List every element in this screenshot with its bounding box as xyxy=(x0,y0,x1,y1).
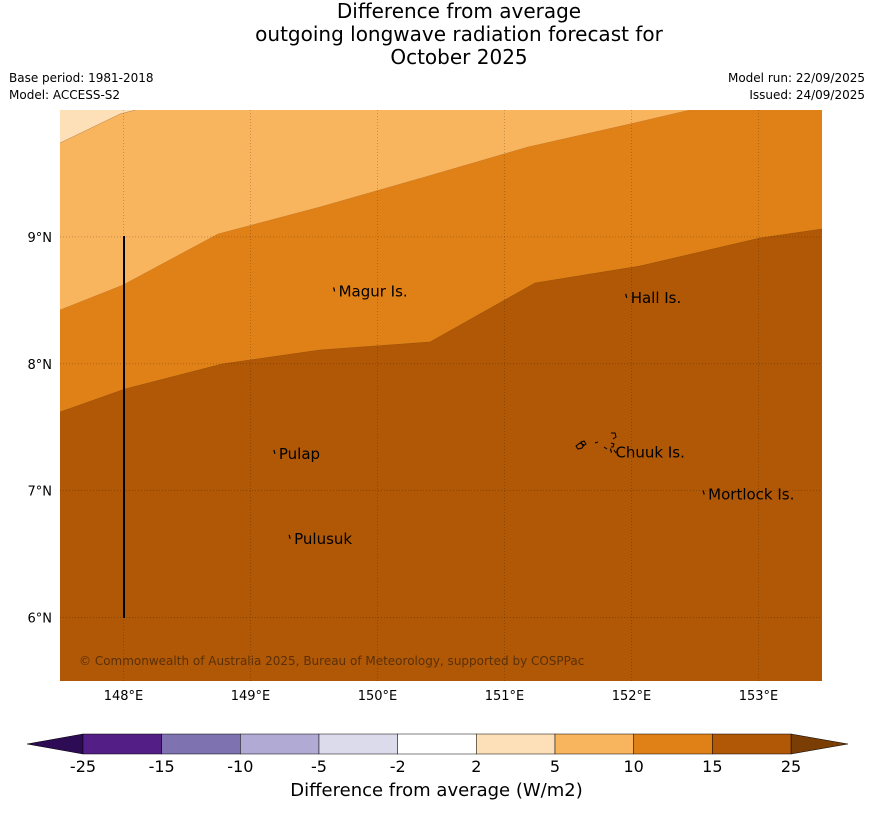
colorbar-label: Difference from average (W/m2) xyxy=(290,780,583,801)
meta-right: Model run: 22/09/2025 Issued: 24/09/2025 xyxy=(728,70,865,104)
x-tick-label: 148°E xyxy=(104,689,144,704)
chart-title: Difference from average outgoing longwav… xyxy=(0,0,873,69)
y-tick-label: 9°N xyxy=(28,231,53,246)
contour-edge-2 xyxy=(60,110,691,311)
colorbar-tick-label: 2 xyxy=(471,757,481,776)
place-marker xyxy=(273,449,276,455)
title-line-3: October 2025 xyxy=(390,45,528,69)
place-marker xyxy=(625,293,628,298)
contour-edge-3 xyxy=(60,228,822,413)
colorbar-tick-label: 10 xyxy=(623,757,643,776)
place-label: Hall Is. xyxy=(631,289,682,307)
colorbar-segment xyxy=(712,733,792,755)
colorbar: -25 -15 -10 -5 -2 2 5 10 15 25 xyxy=(26,733,849,776)
y-tick-label: 8°N xyxy=(28,358,53,373)
place-label: Magur Is. xyxy=(339,282,408,300)
place-marker xyxy=(288,534,291,540)
colorbar-tick-label: -5 xyxy=(311,757,327,776)
issued-label: Issued: 24/09/2025 xyxy=(749,88,865,102)
colorbar-extend-high xyxy=(790,733,849,755)
x-tick-label: 152°E xyxy=(612,689,652,704)
base-period-label: Base period: 1981-2018 xyxy=(9,71,154,85)
x-tick-label: 150°E xyxy=(358,689,398,704)
model-label: Model: ACCESS-S2 xyxy=(9,88,121,102)
contour-edge-1 xyxy=(60,110,136,144)
place-marker xyxy=(702,490,705,495)
place-label: Mortlock Is. xyxy=(708,485,794,503)
colorbar-tick-label: -2 xyxy=(390,757,406,776)
band-15-25 xyxy=(60,229,822,681)
colorbar-tick-label: -15 xyxy=(149,757,175,776)
colorbar-segment xyxy=(633,733,713,755)
y-axis: 9°N 8°N 7°N 6°N xyxy=(28,231,53,627)
x-tick-label: 149°E xyxy=(231,689,271,704)
x-axis: 148°E 149°E 150°E 151°E 152°E 153°E xyxy=(104,689,779,704)
place-marker xyxy=(333,287,336,292)
colorbar-tick-label: -10 xyxy=(227,757,253,776)
place-label: Pulusuk xyxy=(294,530,352,548)
colorbar-segment xyxy=(476,733,556,755)
colorbar-extend-low xyxy=(26,733,84,755)
place-label: Chuuk Is. xyxy=(615,444,684,462)
colorbar-segment xyxy=(397,733,477,755)
colorbar-segment xyxy=(161,733,241,755)
colorbar-tick-label: 15 xyxy=(702,757,722,776)
title-line-2: outgoing longwave radiation forecast for xyxy=(255,22,663,46)
band-2-5 xyxy=(60,110,135,143)
colorbar-tick-label: -25 xyxy=(70,757,96,776)
colorbar-segment xyxy=(554,733,634,755)
x-tick-label: 151°E xyxy=(485,689,525,704)
copyright-text: © Commonwealth of Australia 2025, Bureau… xyxy=(79,654,584,668)
place-labels: Magur Is. Hall Is. Pulap Chuuk Is. Mortlock … xyxy=(273,282,794,548)
place-label: Pulap xyxy=(279,445,320,463)
meta-left: Base period: 1981-2018 Model: ACCESS-S2 xyxy=(9,70,154,104)
colorbar-tick-label: 25 xyxy=(781,757,801,776)
y-tick-label: 7°N xyxy=(28,485,53,500)
y-tick-label: 6°N xyxy=(28,612,53,627)
model-run-label: Model run: 22/09/2025 xyxy=(727,71,865,85)
colorbar-segment xyxy=(240,733,320,755)
map-panel: Magur Is. Hall Is. Pulap Chuuk Is. Mortlock … xyxy=(60,110,822,681)
place-marker xyxy=(609,448,613,453)
title-line-1: Difference from average xyxy=(336,0,582,23)
x-tick-label: 153°E xyxy=(739,689,779,704)
chuuk-islands-shape xyxy=(575,432,617,454)
colorbar-segment xyxy=(82,733,162,755)
colorbar-tick-label: 5 xyxy=(550,757,560,776)
colorbar-segment xyxy=(318,733,398,755)
